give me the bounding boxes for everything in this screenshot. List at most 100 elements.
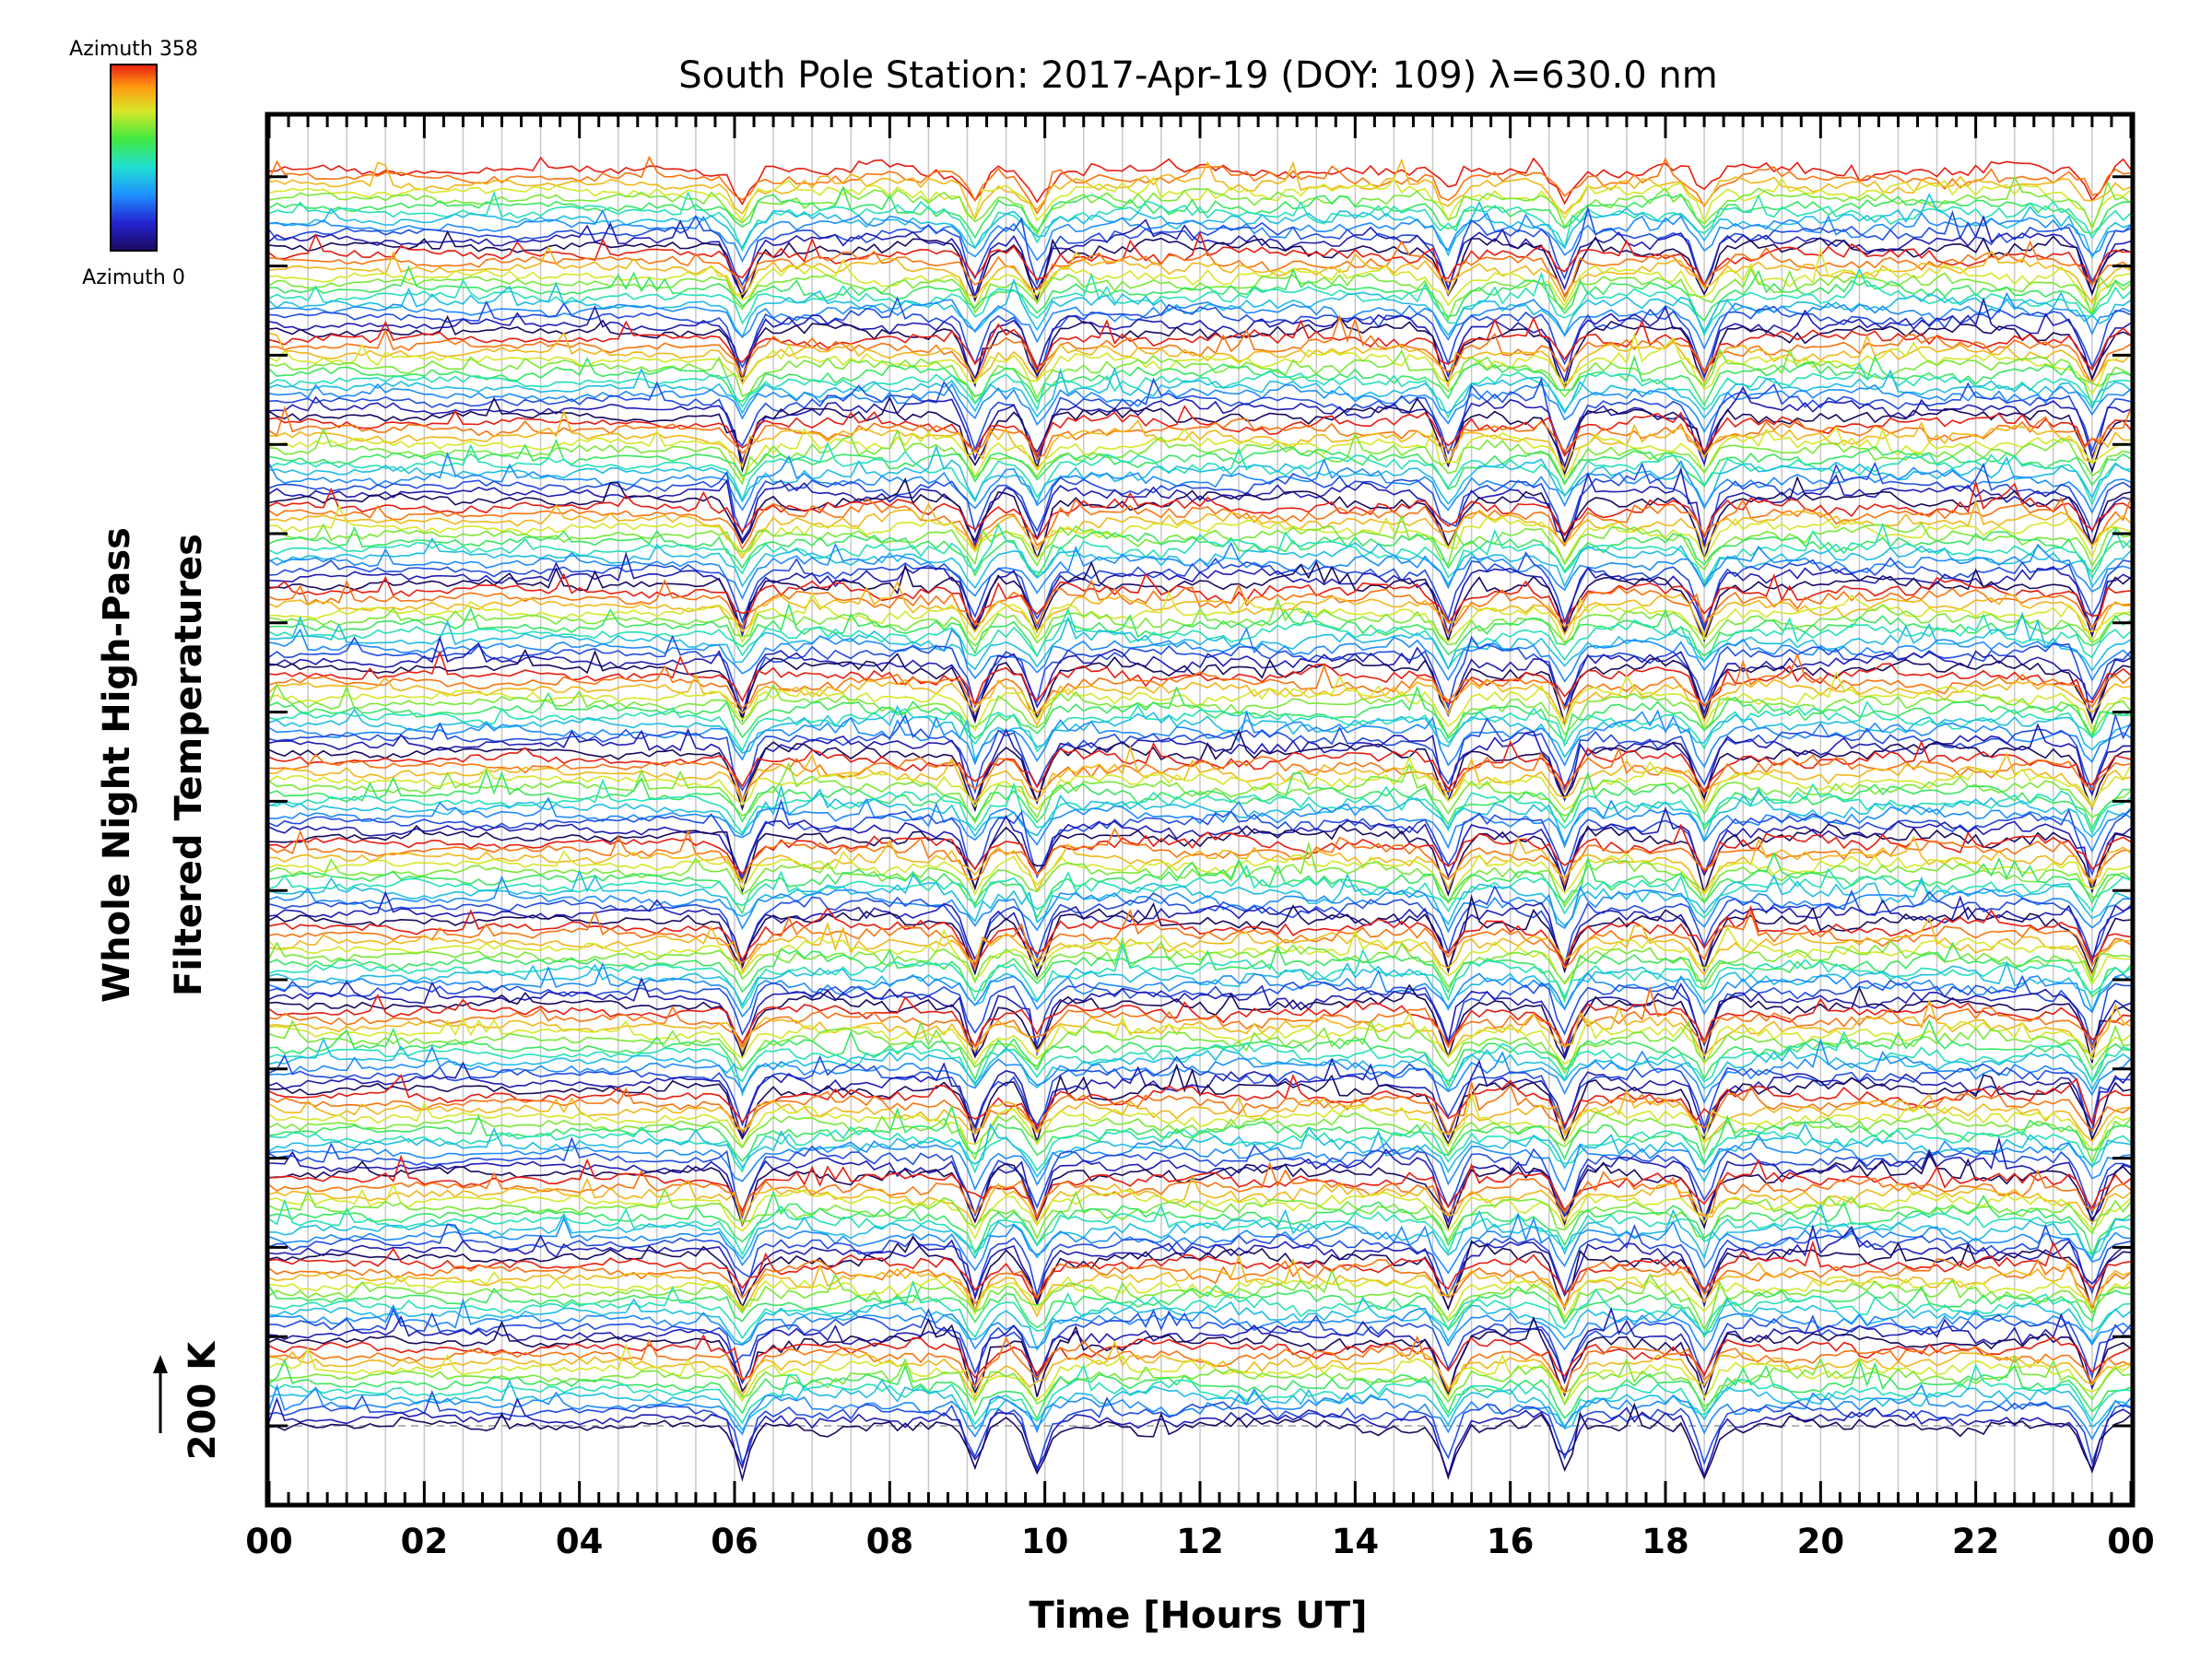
x-tick-labels: 00 02 04 06 08 10 12 14 16 18 20 22 00 [245,1522,2155,1561]
series-line [269,835,2131,894]
series-line [269,1091,2131,1152]
x-tick-label: 18 [1641,1522,1689,1561]
series-line [269,314,2131,385]
series-line [269,607,2131,670]
series-line [269,650,2131,707]
series-line [269,591,2131,646]
series-line [269,541,2131,600]
series-line [269,798,2131,879]
series-line [269,156,2131,206]
series-line [269,1334,2131,1381]
series-line [269,1402,2131,1482]
series-line [269,983,2131,1064]
series-line [269,884,2131,969]
series-line [269,316,2131,372]
series-line [269,377,2131,463]
series-line [269,525,2131,578]
colorbar-top-label: Azimuth 358 [69,38,198,61]
series-line [269,1396,2131,1478]
series-line [269,1340,2131,1399]
series-line [269,1038,2131,1104]
series-line [269,1383,2131,1441]
series-line [269,240,2131,298]
series-line [269,611,2131,672]
series-line [269,1154,2131,1220]
series-line [269,385,2131,469]
series-line [269,580,2131,638]
series-line [269,960,2131,1013]
series-line [269,247,2131,314]
series-line [269,700,2131,753]
series-line [269,332,2131,395]
series-line [269,894,2131,979]
colorbar-bottom-label: Azimuth 0 [82,266,185,289]
colorbar-gradient [110,64,158,252]
series-line [269,1212,2131,1275]
series-line [269,291,2131,350]
series-line [269,745,2131,809]
series-line [269,175,2131,237]
series-line [269,806,2131,892]
series-line [269,382,2131,433]
series-line [269,778,2131,835]
x-tick-label: 04 [556,1522,604,1561]
series-line [269,985,2131,1050]
series-line [269,1253,2131,1318]
series-line [269,739,2131,794]
series-line [269,905,2131,968]
series-line [269,355,2131,407]
series-line [269,1316,2131,1401]
series-line [269,852,2131,920]
series-line [269,409,2131,472]
series-line [269,961,2131,1018]
series-line [269,441,2131,506]
series-line [269,1134,2131,1193]
series-line [269,190,2131,253]
series-line [269,916,2131,978]
series-line [269,1122,2131,1183]
series-line [269,635,2131,725]
series-line [269,504,2131,564]
series-line [269,296,2131,379]
series-line [269,673,2131,727]
series-line [269,1258,2131,1310]
series-line [269,1037,2131,1097]
series-line [269,1030,2131,1088]
series-line [269,1223,2131,1299]
series-line [269,890,2131,972]
y-axis-label-line2: Filtered Temperatures [168,534,210,996]
series-line [269,578,2131,635]
series-line [269,1182,2131,1241]
series-line [269,497,2131,550]
series-line [269,652,2131,715]
series-line [269,596,2131,649]
x-tick-label: 00 [245,1522,293,1561]
series-line [269,761,2131,825]
x-tick-label: 12 [1176,1522,1224,1561]
series-layer [269,155,2131,1482]
series-line [269,1136,2131,1220]
series-line [269,712,2131,794]
series-line [269,1203,2131,1261]
x-tick-label: 06 [711,1522,759,1561]
series-line [269,1223,2131,1312]
series-line [269,427,2131,487]
y-axis-label-line1: Whole Night High-Pass [96,527,138,1003]
scale-indicator: 200 K [153,1340,224,1460]
series-line [269,426,2131,481]
series-line [269,361,2131,419]
series-line [269,627,2131,683]
series-line [269,1358,2131,1421]
series-line [269,265,2131,323]
series-line [269,704,2131,762]
series-line [269,444,2131,508]
series-line [269,755,2131,811]
series-line [269,769,2131,831]
series-line [269,747,2131,803]
series-line [269,175,2131,231]
series-line [269,864,2131,919]
x-tick-label: 14 [1332,1522,1380,1561]
series-line [269,296,2131,383]
series-line [269,1187,2131,1242]
y-axis-label: Whole Night High-Pass Filtered Temperatu… [96,527,210,1003]
